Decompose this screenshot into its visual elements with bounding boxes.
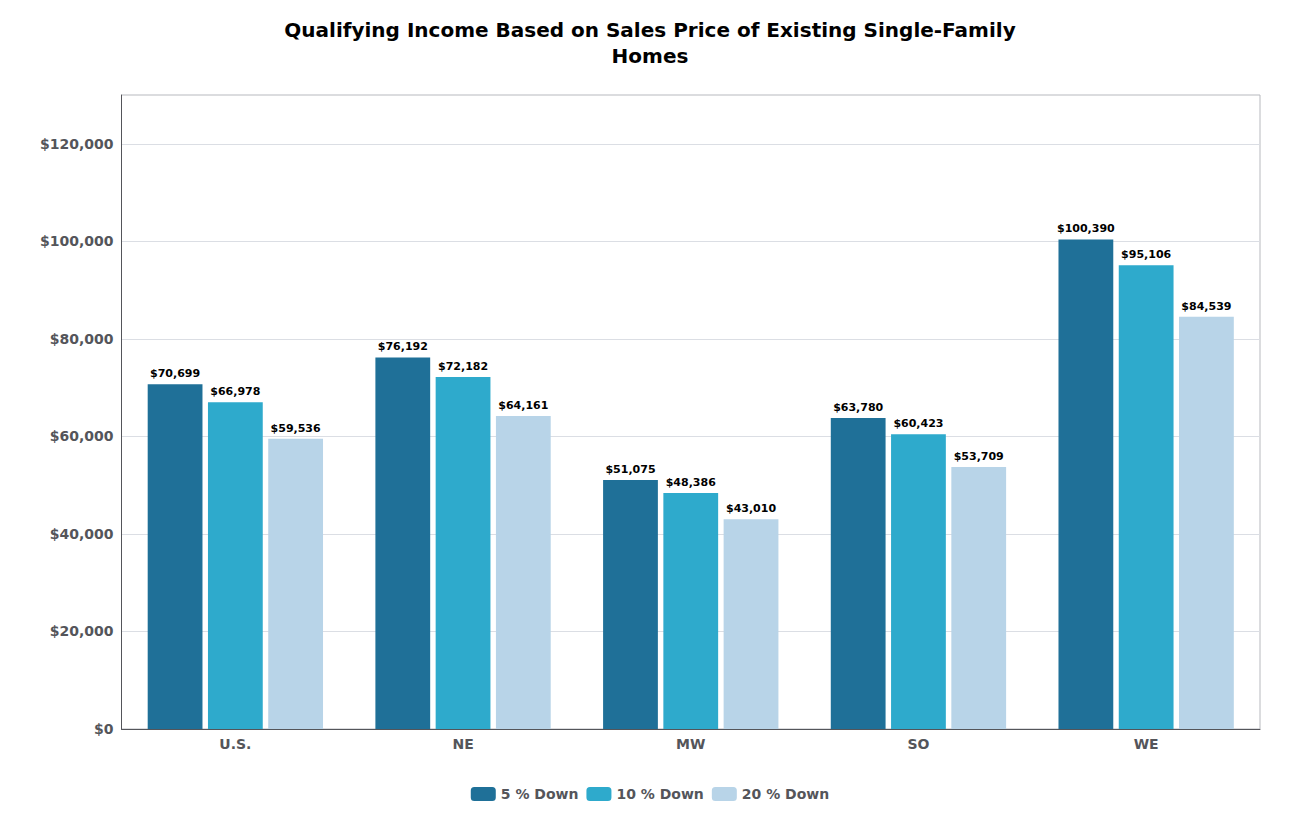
svg-text:WE: WE bbox=[1134, 736, 1159, 752]
svg-text:$59,536: $59,536 bbox=[271, 422, 321, 435]
svg-text:10 % Down: 10 % Down bbox=[616, 786, 703, 802]
svg-text:$20,000: $20,000 bbox=[50, 623, 114, 639]
svg-text:$60,000: $60,000 bbox=[50, 428, 114, 444]
svg-text:$48,386: $48,386 bbox=[666, 476, 716, 489]
svg-text:Homes: Homes bbox=[612, 44, 689, 68]
svg-text:$40,000: $40,000 bbox=[50, 526, 114, 542]
svg-text:20 % Down: 20 % Down bbox=[742, 786, 829, 802]
svg-text:SO: SO bbox=[907, 736, 929, 752]
svg-text:$66,978: $66,978 bbox=[210, 385, 260, 398]
svg-text:$72,182: $72,182 bbox=[438, 360, 488, 373]
svg-text:$43,010: $43,010 bbox=[726, 502, 776, 515]
svg-text:MW: MW bbox=[676, 736, 705, 752]
svg-text:$84,539: $84,539 bbox=[1181, 300, 1231, 313]
svg-text:$60,423: $60,423 bbox=[893, 417, 943, 430]
svg-text:$63,780: $63,780 bbox=[833, 401, 883, 414]
svg-text:$100,390: $100,390 bbox=[1057, 222, 1115, 235]
svg-text:$0: $0 bbox=[94, 721, 114, 737]
svg-text:$95,106: $95,106 bbox=[1121, 248, 1171, 261]
svg-text:$100,000: $100,000 bbox=[40, 233, 114, 249]
svg-text:$76,192: $76,192 bbox=[378, 340, 428, 353]
svg-text:$80,000: $80,000 bbox=[50, 331, 114, 347]
svg-text:Qualifying Income Based on Sal: Qualifying Income Based on Sales Price o… bbox=[284, 18, 1015, 42]
svg-text:$64,161: $64,161 bbox=[498, 399, 548, 412]
svg-text:U.S.: U.S. bbox=[219, 736, 251, 752]
svg-text:$70,699: $70,699 bbox=[150, 367, 200, 380]
svg-text:$53,709: $53,709 bbox=[954, 450, 1004, 463]
svg-text:NE: NE bbox=[452, 736, 473, 752]
svg-text:$51,075: $51,075 bbox=[605, 463, 655, 476]
svg-text:5 % Down: 5 % Down bbox=[501, 786, 579, 802]
svg-text:$120,000: $120,000 bbox=[40, 136, 114, 152]
